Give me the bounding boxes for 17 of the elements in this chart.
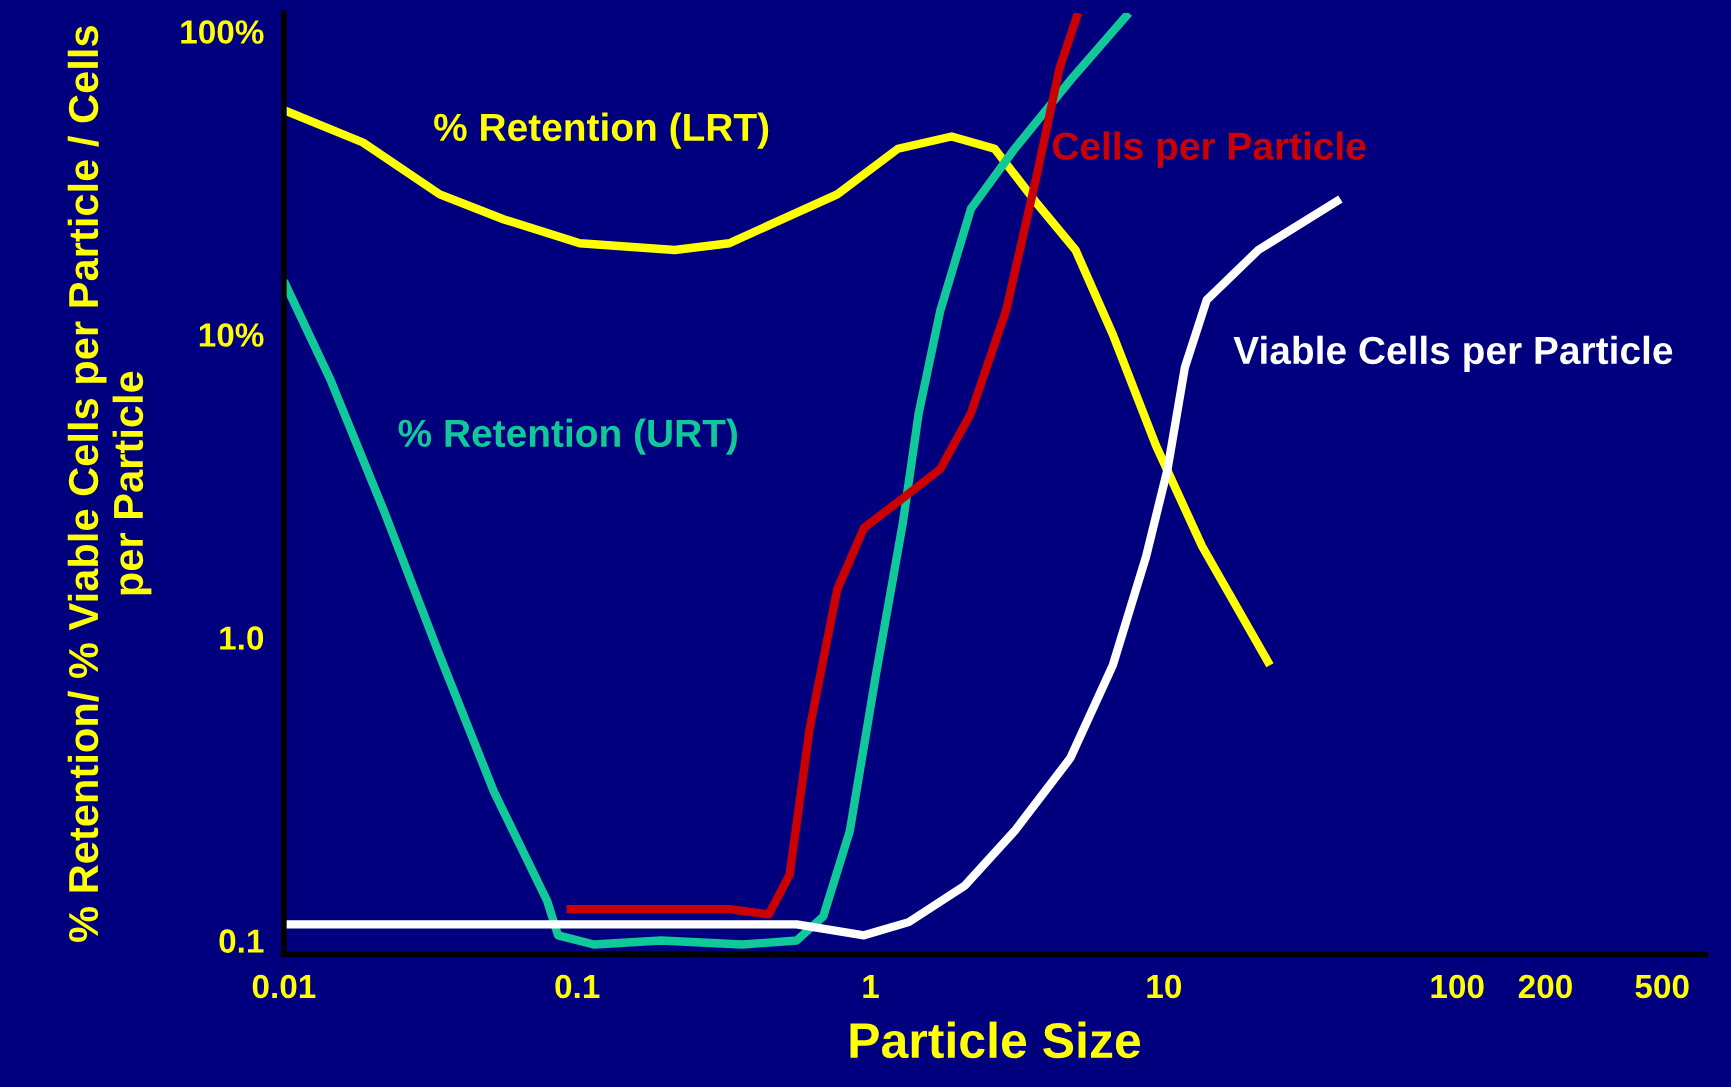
series-label: % Retention (URT) xyxy=(398,418,737,455)
x-tick-label: 1 xyxy=(863,975,879,998)
x-tick-label: 10 xyxy=(1147,974,1182,999)
y-tick-label: 0.1 xyxy=(219,929,264,953)
x-tick-label: 0.1 xyxy=(555,974,600,999)
y-tick-label: 100% xyxy=(181,20,264,44)
x-tick-label: 100 xyxy=(1431,974,1484,999)
x-tick-label: 200 xyxy=(1518,974,1572,999)
series-label: Cells per Particle xyxy=(1052,131,1366,168)
x-tick-label: 500 xyxy=(1635,974,1689,999)
y-tick-label: 10% xyxy=(199,323,264,347)
series-label: % Retention (LRT) xyxy=(434,112,769,149)
y-axis-title: % Retention/ % Viable Cells per Particle / Cells per Particle xyxy=(67,26,152,942)
x-axis-title: Particle Size xyxy=(850,1021,1141,1059)
series-label: Viable Cells per Particle xyxy=(1233,335,1673,372)
x-tick-label: 0.01 xyxy=(252,974,316,999)
y-tick-label: 1.0 xyxy=(220,626,264,650)
